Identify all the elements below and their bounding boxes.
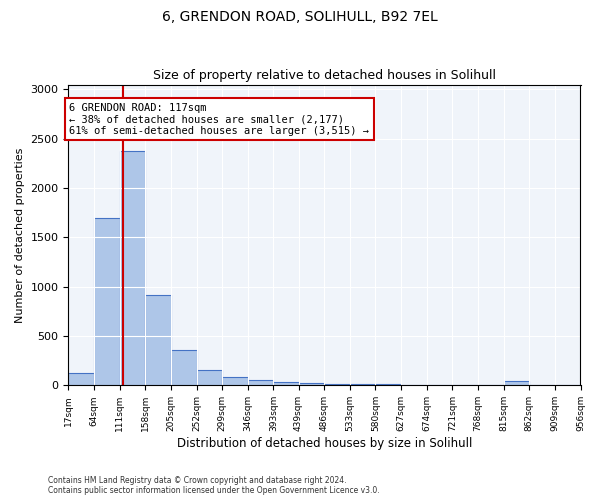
Bar	[401, 384, 427, 386]
Bar	[171, 350, 197, 386]
Bar	[222, 378, 248, 386]
Bar	[274, 382, 299, 386]
Bar	[94, 218, 119, 386]
Title: Size of property relative to detached houses in Solihull: Size of property relative to detached ho…	[153, 69, 496, 82]
X-axis label: Distribution of detached houses by size in Solihull: Distribution of detached houses by size …	[177, 437, 472, 450]
Bar	[350, 384, 376, 386]
Text: Contains HM Land Registry data © Crown copyright and database right 2024.
Contai: Contains HM Land Registry data © Crown c…	[48, 476, 380, 495]
Bar	[248, 380, 274, 386]
Bar	[503, 382, 529, 386]
Bar	[119, 150, 145, 386]
Bar	[376, 384, 401, 386]
Text: 6, GRENDON ROAD, SOLIHULL, B92 7EL: 6, GRENDON ROAD, SOLIHULL, B92 7EL	[162, 10, 438, 24]
Text: 6 GRENDON ROAD: 117sqm
← 38% of detached houses are smaller (2,177)
61% of semi-: 6 GRENDON ROAD: 117sqm ← 38% of detached…	[70, 102, 370, 136]
Y-axis label: Number of detached properties: Number of detached properties	[15, 148, 25, 322]
Bar	[197, 370, 222, 386]
Bar	[427, 384, 452, 386]
Bar	[145, 294, 171, 386]
Bar	[68, 373, 94, 386]
Bar	[299, 384, 324, 386]
Bar	[324, 384, 350, 386]
